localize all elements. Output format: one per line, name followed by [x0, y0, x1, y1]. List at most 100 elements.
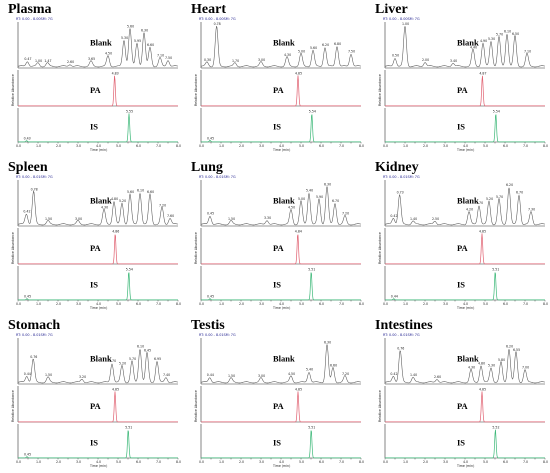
x-tick-label: 7.0 — [339, 302, 344, 306]
peak-label: 4.50 — [288, 372, 295, 376]
peak-label: 5.40 — [306, 189, 313, 193]
peak-label: 5.52 — [492, 425, 499, 429]
peak-label: 1.50 — [228, 374, 235, 378]
x-tick-label: 0.0 — [383, 302, 388, 306]
y-axis-label: Relative Abundance — [194, 232, 198, 264]
peak-label: 7.20 — [342, 212, 349, 216]
trace-pa: Relative Abundance 4.85 PA — [11, 386, 178, 423]
trace-blank: 0.42 0.73 1.40 2.50 4.204.705.205.70 6.206.70… — [384, 180, 546, 227]
panel-title: Lung — [191, 160, 223, 175]
trace-line — [18, 75, 178, 107]
trace-name-label: IS — [273, 280, 281, 290]
trace-line — [18, 113, 178, 143]
peak-label: 0.50 — [392, 54, 399, 58]
trace-name-label: Blank — [273, 354, 295, 364]
x-tick-label: 4.0 — [279, 460, 284, 464]
peak-label: 7.30 — [528, 208, 535, 212]
x-tick-label: 0.0 — [383, 460, 388, 464]
peak-label: 6.80 — [334, 42, 341, 46]
trace-pa: Relative Abundance 4.84 PA — [194, 228, 361, 265]
trace-line — [201, 391, 361, 423]
y-axis-label: Relative Abundance — [11, 74, 15, 106]
x-tick-label: 6.0 — [319, 144, 324, 148]
peak-label: 0.42 — [390, 372, 397, 376]
trace-line — [18, 272, 178, 301]
peak-label: 1.40 — [410, 217, 417, 221]
peak-label: 5.40 — [306, 368, 313, 372]
peak-label: 6.70 — [516, 191, 523, 195]
y-axis-label: Relative Abundance — [378, 390, 382, 422]
trace-name-label: IS — [90, 438, 98, 448]
trace-line — [17, 28, 179, 68]
rt-header: RT: 0.00 - 8.01SM: 7G — [16, 333, 53, 337]
x-tick-label: 4.0 — [96, 302, 101, 306]
peak-label: 5.00 — [298, 50, 305, 54]
x-tick-label: 6.0 — [503, 302, 508, 306]
x-tick-label: 4.0 — [463, 144, 468, 148]
peak-label: 5.20 — [119, 361, 126, 365]
rt-header: RT: 0.00 - 8.01SM: 7G — [199, 333, 236, 337]
trace-blank: 0.50 1.00 2.00 3.40 4.404.905.305.706.106.50… — [384, 22, 546, 69]
trace-name-label: IS — [457, 438, 465, 448]
trace-line — [384, 26, 546, 68]
trace-line — [384, 349, 546, 384]
y-axis-label: Relative Abundance — [378, 74, 382, 106]
peak-label: 6.55 — [513, 348, 520, 352]
rt-header: RT: 0.00 - 8.00SM: 7G — [383, 17, 420, 21]
x-axis-label: Time (min) — [456, 148, 474, 152]
peak-label: 7.60 — [167, 214, 174, 218]
rt-header: RT: 0.00 - 8.01SM: 7G — [16, 175, 53, 179]
peak-label: 4.50 — [105, 52, 112, 56]
peak-label: 6.60 — [147, 43, 154, 47]
trace-is: 5.54 0.45 IS 0.0 1.0 2.0 3.0 4.0 5.0 6.0 7.0 8.0 Tim… — [16, 266, 181, 310]
x-tick-label: 1.0 — [36, 460, 41, 464]
y-axis-label: Relative Abundance — [11, 232, 15, 264]
peak-label: 0.73 — [397, 191, 404, 195]
trace-name-label: PA — [273, 243, 285, 253]
trace-name-label: IS — [457, 280, 465, 290]
panel-title: Kidney — [375, 160, 419, 175]
x-tick-label: 0.0 — [383, 144, 388, 148]
peak-label: 3.00 — [258, 58, 265, 62]
x-axis-label: Time (min) — [272, 464, 290, 468]
trace-is: 5.51 IS 0.0 1.0 2.0 3.0 4.0 5.0 6.0 7.0 8.0 Time (m… — [199, 424, 364, 468]
peak-label: 5.00 — [298, 197, 305, 201]
trace-name-label: PA — [90, 401, 102, 411]
rt-header: RT: 0.00 - 8.01SM: 7G — [383, 333, 420, 337]
trace-name-label: IS — [273, 122, 281, 132]
peak-label: 5.70 — [496, 195, 503, 199]
trace-pa: Relative Abundance 4.87 PA — [378, 70, 545, 107]
trace-name-label: PA — [457, 401, 469, 411]
peak-label: 0.42 — [23, 210, 30, 214]
peak-label: 4.85 — [479, 229, 486, 233]
trace-name-label: PA — [457, 85, 469, 95]
x-tick-label: 0.0 — [199, 460, 204, 464]
peak-label: 3.40 — [450, 59, 457, 63]
trace-name-label: Blank — [90, 38, 112, 48]
x-tick-label: 6.0 — [136, 460, 141, 464]
x-tick-label: 5.0 — [299, 302, 304, 306]
peak-label: 5.60 — [127, 24, 134, 28]
y-axis-label: Relative Abundance — [378, 232, 382, 264]
trace-name-label: IS — [90, 122, 98, 132]
x-tick-label: 6.0 — [319, 302, 324, 306]
peak-label: 1.50 — [228, 217, 235, 221]
x-tick-label: 5.0 — [299, 144, 304, 148]
rt-header: RT: 0.00 - 8.01SM: 7G — [383, 175, 420, 179]
x-tick-label: 8.0 — [359, 460, 364, 464]
trace-name-label: IS — [457, 122, 465, 132]
peak-label: 5.20 — [486, 197, 493, 201]
x-tick-label: 7.0 — [156, 144, 161, 148]
peak-label: 0.45 — [207, 136, 214, 140]
x-tick-label: 3.0 — [443, 460, 448, 464]
trace-blank: 0.42 0.76 1.40 2.60 4.304.805.305.80 6.206.55… — [384, 338, 546, 385]
peak-label: 7.40 — [163, 373, 170, 377]
x-tick-label: 8.0 — [176, 144, 181, 148]
peak-label: 0.45 — [207, 212, 214, 216]
trace-name-label: IS — [90, 280, 98, 290]
